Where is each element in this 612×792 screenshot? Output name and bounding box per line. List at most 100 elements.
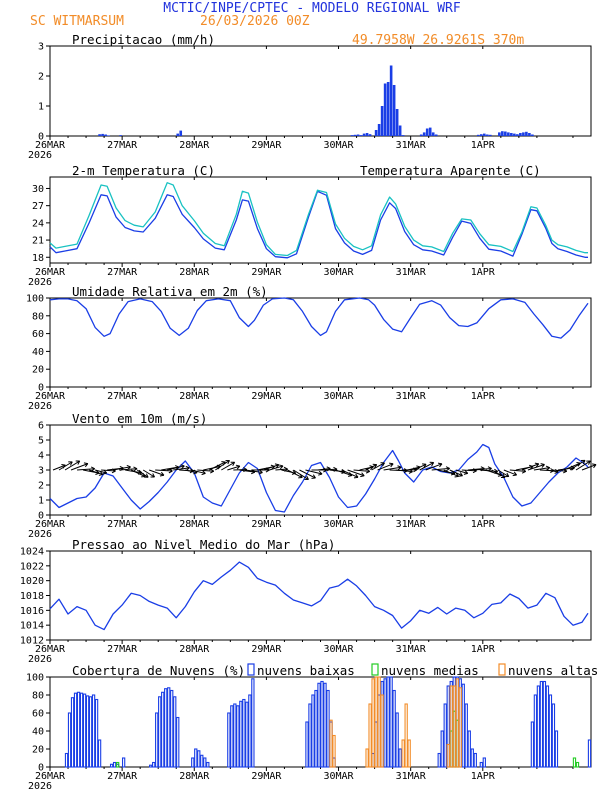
precip-bar bbox=[528, 133, 531, 136]
precip-bar bbox=[513, 133, 516, 136]
series-line-pressao bbox=[49, 561, 589, 631]
y-tick-label: 1024 bbox=[20, 547, 44, 558]
precip-bar bbox=[419, 134, 423, 136]
x-tick-label: 28MAR bbox=[179, 771, 210, 782]
wind-arrow-head bbox=[582, 460, 586, 465]
wind-arrow bbox=[130, 469, 146, 477]
wind-arrow-head bbox=[397, 466, 402, 471]
precip-bar bbox=[489, 134, 492, 136]
wind-arrow-head bbox=[502, 473, 506, 478]
x-tick-label: 27MAR bbox=[107, 391, 138, 402]
cloud-bar-nuvens-baixas bbox=[239, 700, 243, 768]
wind-arrow-head bbox=[160, 471, 165, 476]
x-tick-label: 31MAR bbox=[396, 771, 427, 782]
wind-arrow-head bbox=[209, 470, 215, 474]
x-tick-label: 26MAR bbox=[35, 140, 66, 151]
y-tick-label: 1022 bbox=[20, 561, 44, 572]
wind-arrow-head bbox=[360, 475, 365, 478]
wind-arrow-head bbox=[541, 464, 545, 468]
wind-arrow-head bbox=[83, 462, 88, 465]
cloud-bar-nuvens-altas bbox=[401, 739, 405, 768]
wind-arrow bbox=[77, 468, 95, 471]
wind-arrow-head bbox=[361, 472, 365, 477]
precip-bar bbox=[395, 109, 399, 136]
x-tick-label: 27MAR bbox=[107, 519, 138, 530]
cloud-bar-nuvens-altas bbox=[332, 734, 336, 768]
legend-label: nuvens medias bbox=[381, 663, 479, 678]
cloud-bar-nuvens-baixas bbox=[76, 691, 81, 768]
wind-arrow-head bbox=[389, 462, 394, 465]
plot-area bbox=[49, 182, 588, 259]
cloud-bar-nuvens-baixas bbox=[170, 689, 174, 768]
wind-arrow-head bbox=[513, 471, 518, 476]
x-tick-label: 30MAR bbox=[323, 644, 354, 655]
precip-bar bbox=[516, 134, 519, 136]
wind-arrow bbox=[221, 461, 235, 471]
cloud-bar-nuvens-baixas bbox=[164, 688, 168, 768]
cloud-bar-nuvens-baixas bbox=[530, 721, 535, 768]
wind-arrow bbox=[575, 460, 591, 471]
plot-area bbox=[98, 65, 534, 136]
x-tick-label: 27MAR bbox=[107, 771, 138, 782]
legend-swatch bbox=[247, 663, 255, 676]
wind-arrow-head bbox=[588, 460, 591, 465]
panel-title: Vento em 10m (m/s) bbox=[72, 411, 207, 426]
wind-arrow-head bbox=[333, 466, 338, 470]
x-tick-label: 29MAR bbox=[251, 391, 282, 402]
cloud-bar-nuvens-baixas bbox=[242, 698, 246, 768]
cloud-bar-nuvens-baixas bbox=[311, 694, 315, 768]
precip-bar bbox=[422, 132, 426, 136]
x-tick-label: 28MAR bbox=[179, 519, 210, 530]
precip-bar bbox=[179, 130, 183, 136]
x-tick-label: 28MAR bbox=[179, 391, 210, 402]
wind-arrow bbox=[371, 462, 385, 471]
precip-bar bbox=[519, 133, 522, 136]
cloud-bar-nuvens-baixas bbox=[467, 730, 471, 768]
precip-bar bbox=[510, 133, 513, 136]
panel-humidity: 0 20 40 60 80 100 26MAR 27MAR 28MAR 29MAR 30MAR 31M… bbox=[26, 284, 592, 412]
cloud-bar-nuvens-baixas bbox=[191, 757, 195, 768]
cloud-bar-nuvens-baixas bbox=[236, 705, 240, 768]
cloud-bar-nuvens-baixas bbox=[479, 761, 483, 768]
precip-bar bbox=[353, 134, 357, 136]
x-year-label: 2026 bbox=[28, 654, 52, 665]
panel-precip: 0 1 2 3 26MAR 27MAR 28MAR 29MAR 30MAR 31MAR 1APR 20… bbox=[28, 32, 592, 161]
y-tick-label: 0 bbox=[38, 132, 44, 143]
y-tick-label: 20 bbox=[32, 365, 44, 376]
cloud-bar-nuvens-medias bbox=[575, 761, 580, 768]
y-tick-label: 18 bbox=[32, 253, 44, 264]
cloud-bar-nuvens-baixas bbox=[94, 698, 99, 768]
x-year-label: 2026 bbox=[28, 529, 52, 540]
x-tick-label: 27MAR bbox=[107, 644, 138, 655]
x-tick-label: 30MAR bbox=[323, 140, 354, 151]
wind-arrow bbox=[173, 467, 190, 471]
cloud-bar-nuvens-baixas bbox=[79, 692, 84, 768]
precip-bar bbox=[401, 135, 405, 136]
x-tick-label: 30MAR bbox=[323, 771, 354, 782]
panel-frame bbox=[49, 297, 592, 388]
wind-arrow-head bbox=[181, 465, 185, 470]
cloud-bar-nuvens-baixas bbox=[121, 757, 126, 768]
wind-arrow-head bbox=[61, 463, 66, 466]
panel-clouds: 0 20 40 60 80 100 26MAR 27MAR 28MAR 29MAR 30MAR 31M… bbox=[26, 663, 598, 792]
wind-arrow bbox=[353, 469, 370, 472]
wind-arrow-head bbox=[69, 461, 73, 466]
cloud-bar-nuvens-altas bbox=[449, 685, 453, 768]
precip-bar bbox=[374, 130, 378, 136]
y-tick-label: 1018 bbox=[20, 591, 44, 602]
wind-arrow-head bbox=[133, 468, 138, 472]
wind-arrow-head bbox=[464, 470, 469, 474]
x-tick-label: 28MAR bbox=[179, 644, 210, 655]
station-name: SC WITMARSUM bbox=[30, 14, 124, 29]
cloud-bar-nuvens-baixas bbox=[197, 750, 201, 768]
x-year-label: 2026 bbox=[28, 401, 52, 412]
cloud-bar-nuvens-altas bbox=[458, 687, 462, 768]
precip-bar bbox=[479, 134, 483, 136]
cloud-bar-nuvens-baixas bbox=[482, 757, 486, 768]
wind-arrow-head bbox=[463, 472, 468, 475]
cloud-bar-nuvens-baixas bbox=[206, 761, 210, 768]
y-tick-label: 0 bbox=[38, 511, 44, 522]
cloud-bar-nuvens-baixas bbox=[320, 680, 324, 768]
cloud-bar-nuvens-baixas bbox=[389, 676, 393, 768]
cloud-bar-nuvens-baixas bbox=[305, 721, 309, 768]
